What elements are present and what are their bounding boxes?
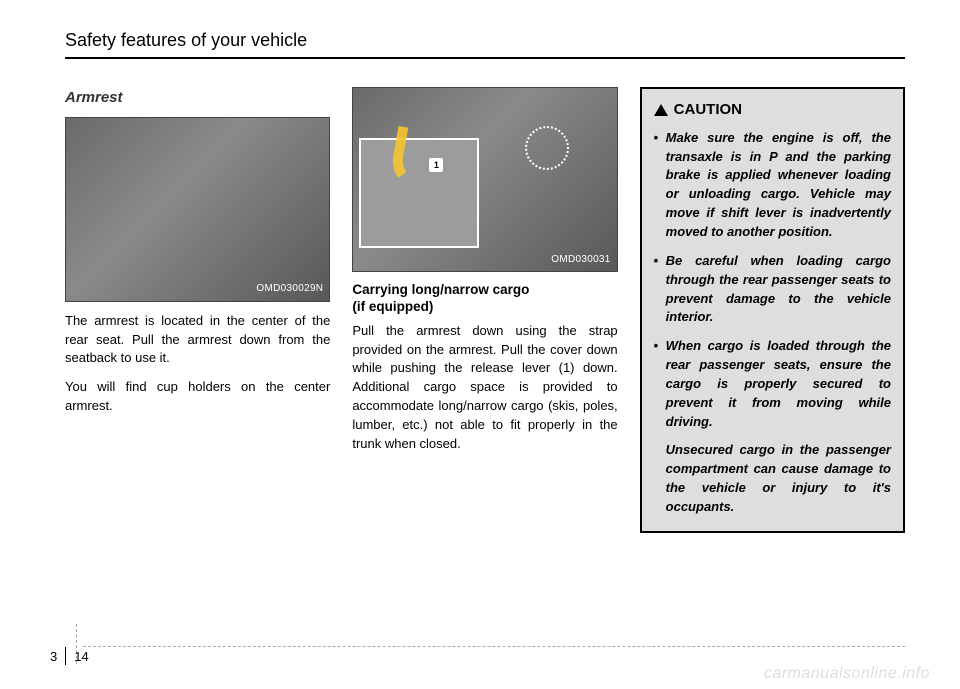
column-3: CAUTION Make sure the engine is off, the… [640,87,905,533]
armrest-para-2: You will find cup holders on the center … [65,378,330,416]
figure-cargo-label: OMD030031 [551,253,610,268]
page-header: Safety features of your vehicle [65,30,905,59]
content-columns: Armrest OMD030029N The armrest is locate… [65,87,905,533]
page-number: 14 [74,649,88,664]
caution-item-3: When cargo is loaded through the rear pa… [654,337,891,431]
watermark-text: carmanualsonline.info [764,665,930,683]
page-header-title: Safety features of your vehicle [65,30,307,50]
manual-page: Safety features of your vehicle Armrest … [0,0,960,689]
figure-cargo: 1 OMD030031 [352,87,617,272]
page-footer: 3 14 [50,647,89,665]
cargo-heading: Carrying long/narrow cargo (if equipped) [352,282,617,316]
cargo-heading-line1: Carrying long/narrow cargo [352,282,529,297]
figure-armrest-label: OMD030029N [256,282,323,297]
figure-armrest-illustration [66,118,329,301]
caution-list: Make sure the engine is off, the transax… [654,129,891,432]
warning-triangle-icon [654,104,668,116]
footer-separator [65,647,66,665]
footer-dashline [83,646,905,647]
column-1: Armrest OMD030029N The armrest is locate… [65,87,330,533]
column-2: 1 OMD030031 Carrying long/narrow cargo (… [352,87,617,533]
caution-tail-para: Unsecured cargo in the passenger compart… [654,441,891,516]
figure-cargo-callout-1: 1 [429,158,443,172]
caution-item-2: Be careful when loading cargo through th… [654,252,891,327]
figure-armrest: OMD030029N [65,117,330,302]
armrest-heading: Armrest [65,87,330,109]
caution-item-1: Make sure the engine is off, the transax… [654,129,891,242]
armrest-para-1: The armrest is located in the center of … [65,312,330,369]
caution-title-text: CAUTION [674,99,742,121]
chapter-number: 3 [50,649,57,664]
cargo-heading-line2: (if equipped) [352,299,433,314]
caution-title-row: CAUTION [654,99,891,121]
caution-box: CAUTION Make sure the engine is off, the… [640,87,905,533]
cargo-para-1: Pull the armrest down using the strap pr… [352,322,617,454]
figure-cargo-dotted-circle [525,126,569,170]
